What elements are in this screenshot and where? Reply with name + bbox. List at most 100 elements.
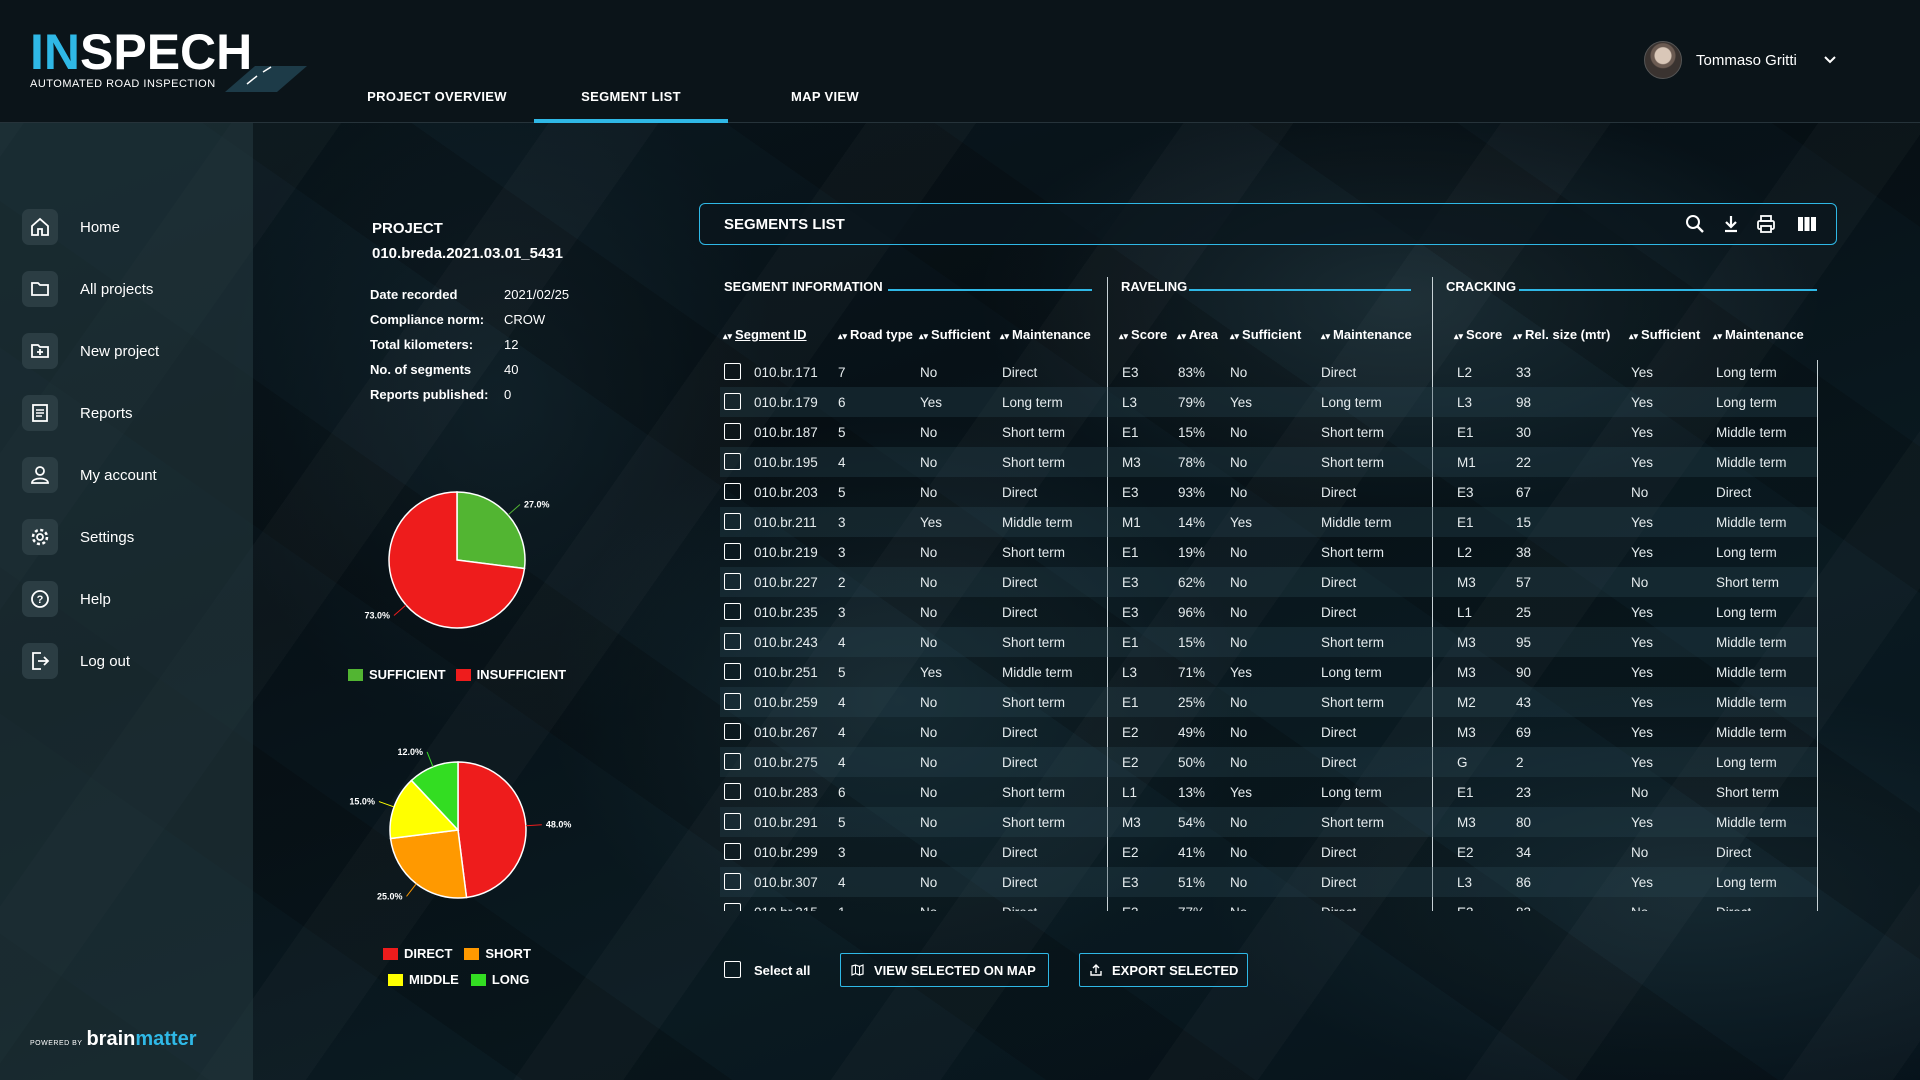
table-cell: Direct (1321, 605, 1357, 620)
sidebar-item-help[interactable]: ? Help (22, 581, 111, 617)
tab-project-overview[interactable]: PROJECT OVERVIEW (367, 89, 507, 104)
row-checkbox[interactable] (724, 453, 741, 470)
table-row[interactable]: 010.br.203 5 No Direct E3 93% No Direct E3 67 No Di… (720, 477, 1817, 507)
columns-icon[interactable] (1796, 213, 1818, 235)
table-row[interactable]: 010.br.243 4 No Short term E1 15% No Short term… (720, 627, 1817, 657)
table-cell: 79% (1178, 395, 1206, 410)
row-checkbox[interactable] (724, 603, 741, 620)
table-cell: 13% (1178, 785, 1206, 800)
row-checkbox[interactable] (724, 633, 741, 650)
sidebar-item-new-project[interactable]: New project (22, 333, 159, 369)
row-checkbox[interactable] (724, 783, 741, 800)
table-cell: Direct (1002, 485, 1038, 500)
table-cell: No (920, 785, 938, 800)
legend-swatch (348, 668, 363, 681)
row-checkbox[interactable] (724, 753, 741, 770)
select-all-checkbox[interactable] (724, 961, 741, 978)
folder-icon (22, 271, 58, 307)
table-row[interactable]: 010.br.235 3 No Direct E3 96% No Direct L1 25 Yes L… (720, 597, 1817, 627)
column-header-maintenance[interactable]: ▴▾ Maintenance (1000, 327, 1091, 342)
logout-icon (22, 643, 58, 679)
table-row[interactable]: 010.br.291 5 No Short term M3 54% No Short term… (720, 807, 1817, 837)
column-header-cracking-rel-size[interactable]: ▴▾ Rel. size (mtr) (1513, 327, 1611, 342)
table-cell: 33 (1516, 365, 1532, 380)
avatar[interactable] (1644, 41, 1682, 79)
inspech-logo[interactable]: INSPECH AUTOMATED ROAD INSPECTION (30, 27, 307, 92)
column-header-raveling-maintenance[interactable]: ▴▾ Maintenance (1321, 327, 1412, 342)
column-header-cracking-sufficient[interactable]: ▴▾ Sufficient (1629, 327, 1701, 342)
column-header-raveling-area[interactable]: ▴▾ Area (1177, 327, 1218, 342)
row-checkbox[interactable] (724, 843, 741, 860)
table-row[interactable]: 010.br.307 4 No Direct E3 51% No Direct L3 86 Yes L… (720, 867, 1817, 897)
row-checkbox[interactable] (724, 693, 741, 710)
table-row[interactable]: 010.br.299 3 No Direct E2 41% No Direct E2 34 No Di… (720, 837, 1817, 867)
table-cell: Direct (1002, 575, 1038, 590)
table-cell: 15 (1516, 515, 1532, 530)
table-cell: 4 (838, 455, 846, 470)
table-row[interactable]: 010.br.267 4 No Direct E2 49% No Direct M3 69 Yes M… (720, 717, 1817, 747)
column-header-sufficient[interactable]: ▴▾ Sufficient (919, 327, 991, 342)
table-row[interactable]: 010.br.211 3 Yes Middle term M1 14% Yes Middle … (720, 507, 1817, 537)
tab-segment-list[interactable]: SEGMENT LIST (534, 88, 728, 123)
table-row[interactable]: 010.br.171 7 No Direct E3 83% No Direct L2 33 Yes L… (720, 357, 1817, 387)
row-checkbox[interactable] (724, 483, 741, 500)
search-icon[interactable] (1684, 213, 1706, 235)
sidebar-item-settings[interactable]: Settings (22, 519, 134, 555)
table-cell: 010.br.203 (754, 485, 818, 500)
sidebar-item-all-projects[interactable]: All projects (22, 271, 153, 307)
row-checkbox[interactable] (724, 813, 741, 830)
table-cell: No (920, 635, 938, 650)
info-key: No. of segments (370, 362, 472, 377)
view-selected-on-map-button[interactable]: VIEW SELECTED ON MAP (840, 953, 1049, 987)
column-header-road-type[interactable]: ▴▾ Road type (838, 327, 913, 342)
table-row[interactable]: 010.br.179 6 Yes Long term L3 79% Yes Long term… (720, 387, 1817, 417)
column-header-raveling-score[interactable]: ▴▾ Score (1119, 327, 1168, 342)
segments-table-body: 010.br.171 7 No Direct E3 83% No Direct L2 33 Yes L… (720, 357, 1817, 911)
table-row[interactable]: 010.br.315 1 No Direct E3 77% No Direct E3 83 No Di… (720, 897, 1817, 911)
table-row[interactable]: 010.br.195 4 No Short term M3 78% No Short term… (720, 447, 1817, 477)
main-nav: PROJECT OVERVIEW SEGMENT LIST MAP VIEW (340, 88, 922, 123)
table-cell: L2 (1457, 365, 1473, 380)
row-checkbox[interactable] (724, 393, 741, 410)
column-header-raveling-sufficient[interactable]: ▴▾ Sufficient (1230, 327, 1302, 342)
row-checkbox[interactable] (724, 513, 741, 530)
export-selected-button[interactable]: EXPORT SELECTED (1079, 953, 1248, 987)
row-checkbox[interactable] (724, 363, 741, 380)
row-checkbox[interactable] (724, 663, 741, 680)
row-checkbox[interactable] (724, 543, 741, 560)
table-cell: M3 (1122, 815, 1141, 830)
table-cell: 57 (1516, 575, 1532, 590)
table-row[interactable]: 010.br.251 5 Yes Middle term L3 71% Yes Long te… (720, 657, 1817, 687)
row-checkbox[interactable] (724, 903, 741, 911)
download-icon[interactable] (1720, 213, 1742, 235)
sidebar-item-my-account[interactable]: My account (22, 457, 157, 493)
sidebar-item-home[interactable]: Home (22, 209, 120, 245)
sufficiency-pie-chart: 27.0% 73.0% (364, 491, 550, 629)
column-header-cracking-maintenance[interactable]: ▴▾ Maintenance (1713, 327, 1804, 342)
table-row[interactable]: 010.br.283 6 No Short term L1 13% Yes Long term… (720, 777, 1817, 807)
sidebar-item-log-out[interactable]: Log out (22, 643, 130, 679)
table-cell: No (1631, 575, 1649, 590)
table-row[interactable]: 010.br.259 4 No Short term E1 25% No Short term… (720, 687, 1817, 717)
table-row[interactable]: 010.br.275 4 No Direct E2 50% No Direct G 2 Yes Lon… (720, 747, 1817, 777)
print-icon[interactable] (1755, 213, 1777, 235)
legend-label: SUFFICIENT (369, 667, 446, 682)
user-menu[interactable]: Tommaso Gritti (1644, 41, 1837, 79)
sidebar-item-reports[interactable]: Reports (22, 395, 133, 431)
column-header-segment-id[interactable]: ▴▾ Segment ID (723, 327, 807, 342)
row-checkbox[interactable] (724, 573, 741, 590)
row-checkbox[interactable] (724, 423, 741, 440)
table-cell: 19% (1178, 545, 1206, 560)
table-row[interactable]: 010.br.227 2 No Direct E3 62% No Direct M3 57 No Sh… (720, 567, 1817, 597)
table-row[interactable]: 010.br.187 5 No Short term E1 15% No Short term… (720, 417, 1817, 447)
tab-map-view[interactable]: MAP VIEW (791, 89, 859, 104)
column-header-cracking-score[interactable]: ▴▾ Score (1454, 327, 1503, 342)
row-checkbox[interactable] (724, 873, 741, 890)
table-cell: L3 (1122, 395, 1138, 410)
table-row[interactable]: 010.br.219 3 No Short term E1 19% No Short term… (720, 537, 1817, 567)
row-checkbox[interactable] (724, 723, 741, 740)
column-separator (1432, 277, 1433, 911)
table-cell: L3 (1457, 875, 1473, 890)
info-key: Reports published: (370, 387, 489, 402)
chevron-down-icon[interactable] (1823, 55, 1837, 65)
